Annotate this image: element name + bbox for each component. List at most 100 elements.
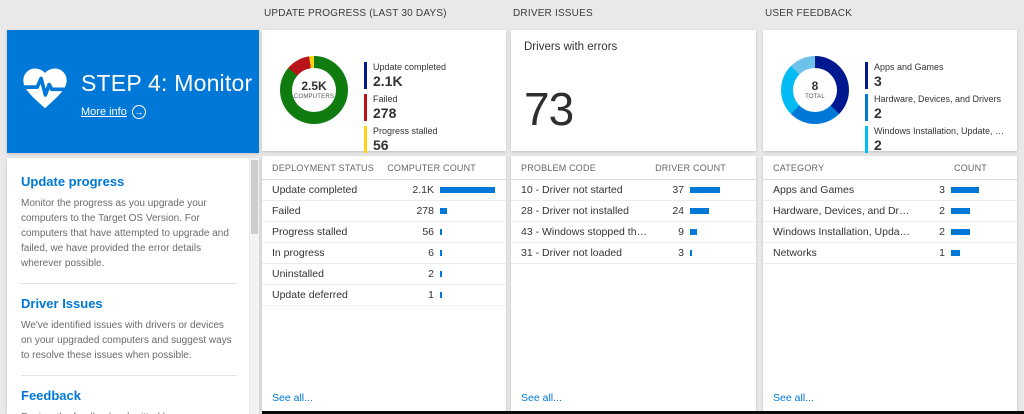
legend-text: Apps and Games 3 xyxy=(874,62,944,89)
row-bar xyxy=(945,229,1007,235)
step-description-content: Update progress Monitor the progress as y… xyxy=(7,158,259,414)
see-all-link[interactable]: See all... xyxy=(773,392,814,404)
row-label: Windows Installation, Update,... xyxy=(773,226,911,238)
row-label: 43 - Windows stopped the devi... xyxy=(521,226,650,238)
legend-swatch xyxy=(364,93,367,121)
scrollbar-thumb[interactable] xyxy=(251,160,258,234)
scrollbar[interactable] xyxy=(249,158,259,414)
info-section-heading[interactable]: Feedback xyxy=(21,388,81,403)
row-bar xyxy=(434,208,496,214)
row-bar xyxy=(945,250,1007,256)
more-info[interactable]: More info → xyxy=(81,105,252,119)
driver-issues-table-tile: PROBLEM CODE DRIVER COUNT 10 - Driver no… xyxy=(511,156,756,412)
table-row[interactable]: Apps and Games 3 xyxy=(763,180,1017,201)
user-feedback-table-tile: CATEGORY COUNT Apps and Games 3 Hardware, … xyxy=(763,156,1017,412)
row-bar xyxy=(434,229,496,235)
row-value: 37 xyxy=(672,184,684,196)
table-row[interactable]: Failed 278 xyxy=(262,201,506,222)
row-bar xyxy=(434,271,496,277)
table-row[interactable]: Hardware, Devices, and Drivers 2 xyxy=(763,201,1017,222)
info-section: Feedback Review the feedback submitted by… xyxy=(21,388,237,414)
legend-item: Apps and Games 3 xyxy=(865,62,1006,89)
column-header: COMPUTER COUNT xyxy=(387,162,476,173)
table-row[interactable]: Windows Installation, Update,... 2 xyxy=(763,222,1017,243)
row-bar xyxy=(945,208,1007,214)
table-row[interactable]: Networks 1 xyxy=(763,243,1017,264)
driver-issues-header: DRIVER ISSUES xyxy=(513,8,593,19)
step-panel-column: STEP 4: Monitor More info → Update progr… xyxy=(7,0,259,414)
info-section-heading[interactable]: Driver Issues xyxy=(21,296,103,311)
info-section-heading[interactable]: Update progress xyxy=(21,174,125,189)
user-feedback-legend: Apps and Games 3 Hardware, Devices, and Dr… xyxy=(865,62,1006,153)
info-section-body: Monitor the progress as you upgrade your… xyxy=(21,198,229,269)
driver-issues-stat-tile[interactable]: Drivers with errors 73 xyxy=(511,30,756,151)
row-value: 6 xyxy=(428,247,434,259)
row-bar xyxy=(684,208,746,214)
table-body: Apps and Games 3 Hardware, Devices, and Dr… xyxy=(763,180,1017,264)
row-label: Networks xyxy=(773,247,817,259)
row-bar xyxy=(945,187,1007,193)
row-value: 278 xyxy=(416,205,434,217)
legend-swatch xyxy=(865,62,868,89)
donut-center-label: COMPUTERS xyxy=(293,93,335,100)
info-section: Update progress Monitor the progress as y… xyxy=(21,174,237,271)
table-row[interactable]: In progress 6 xyxy=(262,243,506,264)
table-header-row: DEPLOYMENT STATUS COMPUTER COUNT xyxy=(262,156,506,180)
step-tile[interactable]: STEP 4: Monitor More info → xyxy=(7,30,259,153)
see-all-link[interactable]: See all... xyxy=(272,392,313,404)
legend-item: Progress stalled 56 xyxy=(364,125,446,153)
row-label: Update deferred xyxy=(272,289,348,301)
row-value: 2 xyxy=(939,205,945,217)
table-body: 10 - Driver not started 37 28 - Driver not… xyxy=(511,180,756,264)
table-row[interactable]: Uninstalled 2 xyxy=(262,264,506,285)
table-row[interactable]: 28 - Driver not installed 24 xyxy=(511,201,756,222)
row-bar xyxy=(434,187,496,193)
donut-center: 2.5K COMPUTERS xyxy=(292,68,336,112)
row-value: 9 xyxy=(678,226,684,238)
info-section-body: We've identified issues with drivers or … xyxy=(21,320,232,361)
update-progress-chart-tile[interactable]: 2.5K COMPUTERS Update completed 2.1K Faile… xyxy=(262,30,506,153)
legend-label: Failed xyxy=(373,93,398,104)
row-value: 2 xyxy=(939,226,945,238)
legend-value: 56 xyxy=(373,136,389,153)
donut-center-value: 8 xyxy=(811,79,819,94)
row-label: Hardware, Devices, and Drivers xyxy=(773,205,911,217)
user-feedback-donut-chart: 8 TOTAL xyxy=(781,56,849,124)
update-progress-donut-chart: 2.5K COMPUTERS xyxy=(280,56,348,124)
table-row[interactable]: Progress stalled 56 xyxy=(262,222,506,243)
table-header-row: PROBLEM CODE DRIVER COUNT xyxy=(511,156,756,180)
legend-value: 3 xyxy=(874,72,882,89)
column-header: DRIVER COUNT xyxy=(655,162,726,173)
stat-value: 73 xyxy=(524,83,574,135)
legend-label: Hardware, Devices, and Drivers xyxy=(874,93,1002,104)
row-bar xyxy=(684,187,746,193)
table-row[interactable]: Update completed 2.1K xyxy=(262,180,506,201)
legend-text: Failed 278 xyxy=(373,94,398,121)
legend-value: 2.1K xyxy=(373,72,403,89)
table-row[interactable]: 31 - Driver not loaded 3 xyxy=(511,243,756,264)
legend-item: Windows Installation, Update, and... 2 xyxy=(865,125,1006,153)
row-value: 2.1K xyxy=(412,184,434,196)
legend-swatch xyxy=(364,62,367,89)
table-row[interactable]: 10 - Driver not started 37 xyxy=(511,180,756,201)
column-header: COUNT xyxy=(954,162,987,173)
more-info-link[interactable]: More info xyxy=(81,106,127,118)
arrow-right-circle-icon[interactable]: → xyxy=(131,105,146,119)
info-section-body: Review the feedback submitted by your em… xyxy=(21,410,237,414)
table-row[interactable]: Update deferred 1 xyxy=(262,285,506,306)
legend-text: Progress stalled 56 xyxy=(373,126,438,153)
legend-text: Windows Installation, Update, and... 2 xyxy=(874,126,1006,153)
update-progress-header: UPDATE PROGRESS (LAST 30 DAYS) xyxy=(264,8,447,19)
see-all-link[interactable]: See all... xyxy=(521,392,562,404)
user-feedback-chart-tile[interactable]: 8 TOTAL Apps and Games 3 Hardware, Devices… xyxy=(763,30,1017,153)
row-value: 2 xyxy=(428,268,434,280)
table-row[interactable]: 43 - Windows stopped the devi... 9 xyxy=(511,222,756,243)
step-title: STEP 4: Monitor xyxy=(81,70,253,96)
row-value: 56 xyxy=(422,226,434,238)
table-body: Update completed 2.1K Failed 278 Progress st… xyxy=(262,180,506,306)
row-label: Failed xyxy=(272,205,301,217)
legend-text: Update completed 2.1K xyxy=(373,62,446,89)
update-progress-column: UPDATE PROGRESS (LAST 30 DAYS) 2.5K COMP… xyxy=(262,0,506,414)
heartbeat-icon xyxy=(19,62,71,114)
legend-swatch xyxy=(364,125,367,153)
